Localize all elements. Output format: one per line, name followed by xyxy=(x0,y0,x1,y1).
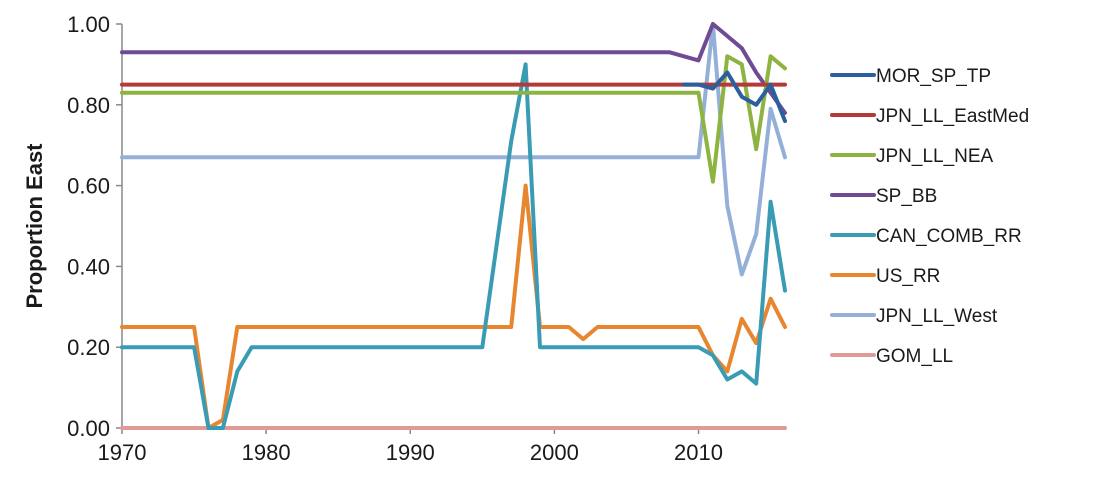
series-lines xyxy=(120,22,787,430)
y-tick-label: 0.60 xyxy=(67,174,110,199)
y-tick-label: 1.00 xyxy=(67,12,110,37)
y-tick-label: 0.80 xyxy=(67,93,110,118)
y-tick-label: 0.20 xyxy=(67,335,110,360)
series-line-mor-sp-tp xyxy=(682,70,787,123)
legend-label: JPN_LL_NEA xyxy=(876,146,994,167)
x-tick-label: 1970 xyxy=(98,440,147,465)
series-line-us-rr xyxy=(120,183,787,430)
series-line-sp-bb xyxy=(120,22,787,115)
legend-label: CAN_COMB_RR xyxy=(876,226,1022,247)
x-tick-label: 1990 xyxy=(386,440,435,465)
y-tick-label: 0.40 xyxy=(67,254,110,279)
legend-label: SP_BB xyxy=(876,186,937,207)
y-axis-ticks: 0.00 0.20 0.40 0.60 0.80 1.00 xyxy=(67,12,122,441)
legend-label: JPN_LL_West xyxy=(876,306,998,327)
legend-label: JPN_LL_EastMed xyxy=(876,106,1029,127)
series-line-jpn-ll-nea xyxy=(120,54,787,184)
legend-label: GOM_LL xyxy=(876,346,953,367)
y-tick-label: 0.00 xyxy=(67,416,110,441)
x-tick-label: 2000 xyxy=(530,440,579,465)
legend-label: US_RR xyxy=(876,266,940,287)
y-axis-label: Proportion East xyxy=(22,143,47,309)
x-tick-label: 2010 xyxy=(674,440,723,465)
x-axis-ticks: 1970 1980 1990 2000 2010 xyxy=(98,428,723,465)
legend-label: MOR_SP_TP xyxy=(876,66,991,87)
series-line-can-comb-rr xyxy=(120,62,787,430)
series-line-jpn-ll-west xyxy=(120,22,787,277)
legend: MOR_SP_TP JPN_LL_EastMed JPN_LL_NEA SP_BB CA… xyxy=(830,66,1029,367)
x-tick-label: 1980 xyxy=(242,440,291,465)
